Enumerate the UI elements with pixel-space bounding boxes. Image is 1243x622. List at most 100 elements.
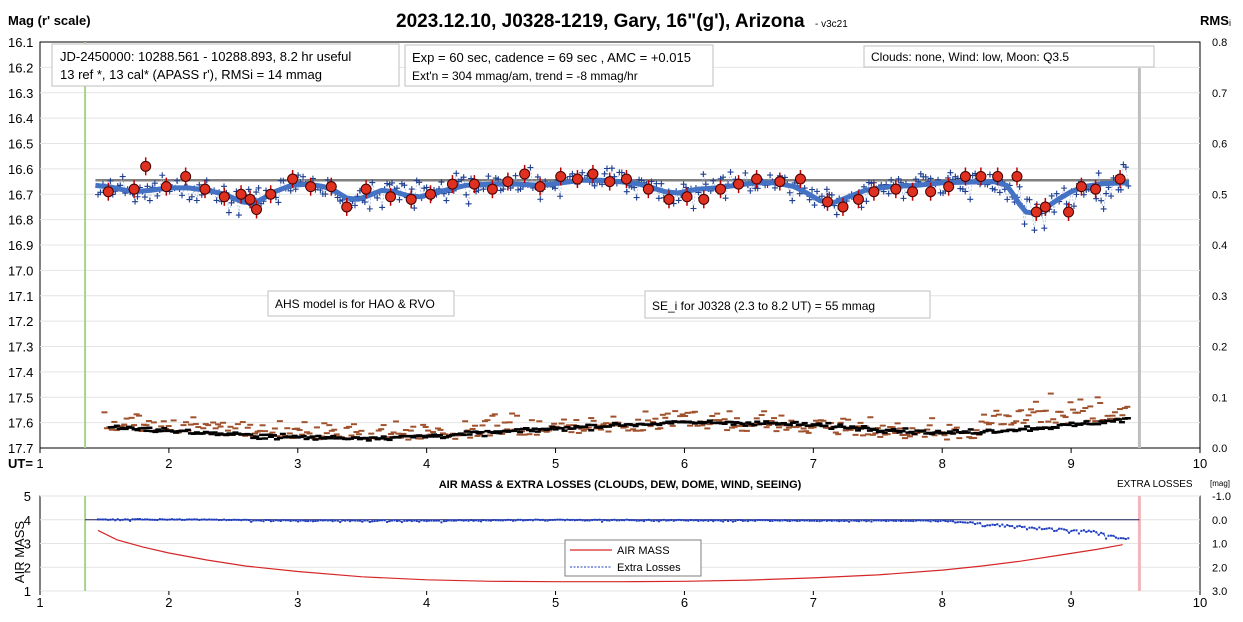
binned-point	[604, 176, 616, 188]
extra-losses-point	[904, 519, 907, 522]
extra-losses-point	[1122, 537, 1125, 540]
x-tick-label: 4	[423, 456, 430, 471]
extra-losses-point	[786, 519, 789, 522]
extra-losses-point	[1006, 524, 1009, 527]
extra-losses-point	[1124, 537, 1127, 540]
extra-losses-point	[808, 519, 811, 522]
extra-losses-point	[665, 519, 668, 522]
extra-losses-point	[472, 519, 475, 522]
extra-losses-point	[566, 518, 569, 521]
extra-losses-point	[240, 519, 243, 522]
individual-point	[986, 171, 993, 178]
extra-losses-point	[680, 519, 683, 522]
individual-point	[255, 184, 262, 191]
extra-losses-point	[643, 520, 646, 523]
extra-losses-point	[717, 519, 720, 522]
extra-losses-point	[445, 520, 448, 523]
extra-losses-point	[311, 520, 314, 523]
airmass-tick-label: 3	[24, 537, 31, 552]
extra-losses-point	[1063, 528, 1066, 531]
extra-losses-point	[541, 518, 544, 521]
extra-losses-point	[736, 519, 739, 522]
extra-losses-point	[405, 519, 408, 522]
individual-connector-line	[97, 163, 1129, 231]
individual-point	[747, 187, 754, 194]
extra-losses-point	[158, 518, 161, 521]
extra-losses-point	[944, 520, 947, 523]
extra-losses-point	[707, 519, 710, 522]
binned-point	[519, 168, 531, 180]
extra-losses-series-line	[98, 518, 1129, 540]
extra-losses-point	[232, 518, 235, 521]
extra-losses-point	[339, 521, 342, 524]
extra-losses-point	[178, 518, 181, 521]
individual-point	[141, 194, 148, 201]
extra-losses-point	[1114, 536, 1117, 539]
x-axis-label: UT=	[8, 456, 33, 471]
extra-losses-point	[521, 519, 524, 522]
y2-tick-label: 0.7	[1212, 88, 1227, 100]
individual-point	[1048, 192, 1055, 199]
individual-point	[151, 180, 158, 187]
extra-losses-point	[257, 519, 260, 522]
extra-losses-point	[848, 520, 851, 523]
x-tick-label: 8	[939, 456, 946, 471]
airmass-y-label: AIR MASS	[12, 521, 27, 583]
magnitude-y-ticks: 16.1 16.2 16.3 16.4 16.5 16.6 16.7 16.8 16.9 17.0…	[8, 35, 33, 456]
y-axis-label: Mag (r' scale)	[8, 13, 91, 28]
extra-losses-point	[939, 519, 942, 522]
x-tick-label: 1	[36, 595, 43, 610]
individual-point	[245, 186, 252, 193]
individual-point	[527, 164, 534, 171]
extra-losses-point	[694, 519, 697, 522]
extra-losses-point	[1013, 526, 1016, 529]
extra-losses-point	[830, 519, 833, 522]
extra-losses-point	[1080, 529, 1083, 532]
individual-point	[213, 197, 220, 204]
extra-losses-point	[517, 518, 520, 521]
binned-point	[180, 170, 192, 182]
individual-point	[411, 205, 418, 212]
extra-losses-point	[781, 519, 784, 522]
binned-point	[385, 191, 397, 203]
extra-losses-point	[260, 519, 263, 522]
binned-point	[325, 181, 337, 193]
individual-point	[1100, 205, 1107, 212]
extra-losses-point	[682, 519, 685, 522]
individual-point	[809, 186, 816, 193]
binned-point	[341, 201, 353, 213]
extra-losses-point	[250, 520, 253, 523]
model-note-text: AHS model is for HAO & RVO	[275, 297, 435, 311]
extra-losses-point	[576, 518, 579, 521]
extra-losses-point	[971, 521, 974, 524]
extra-losses-point	[492, 519, 495, 522]
extra-losses-point	[551, 518, 554, 521]
extra-losses-point	[353, 519, 356, 522]
extra-losses-point	[512, 519, 515, 522]
extra-losses-point	[835, 519, 838, 522]
individual-point	[1103, 190, 1110, 197]
individual-point	[863, 198, 870, 205]
binned-point	[405, 193, 417, 205]
extra-losses-point	[773, 519, 776, 522]
individual-point	[895, 175, 902, 182]
y-tick-label: 16.8	[8, 213, 33, 228]
extra-losses-point	[346, 519, 349, 522]
extra-losses-point	[902, 519, 905, 522]
x-tick-label: 6	[681, 456, 688, 471]
extra-losses-point	[393, 519, 396, 522]
extra-losses-point	[946, 520, 949, 523]
extra-losses-point	[225, 519, 228, 522]
extra-losses-point	[791, 519, 794, 522]
exposure-line-2: Ext'n = 304 mmag/am, trend = -8 mmag/hr	[412, 69, 638, 83]
extra-losses-point	[858, 520, 861, 523]
binned-point	[160, 181, 172, 193]
extra-losses-point	[302, 519, 305, 522]
extra-losses-point	[892, 519, 895, 522]
extra-losses-point	[1102, 532, 1105, 535]
extra-losses-point	[875, 519, 878, 522]
extra-losses-point	[203, 518, 206, 521]
extra-losses-point	[937, 520, 940, 523]
individual-point	[996, 189, 1003, 196]
extra-losses-point	[319, 519, 322, 522]
